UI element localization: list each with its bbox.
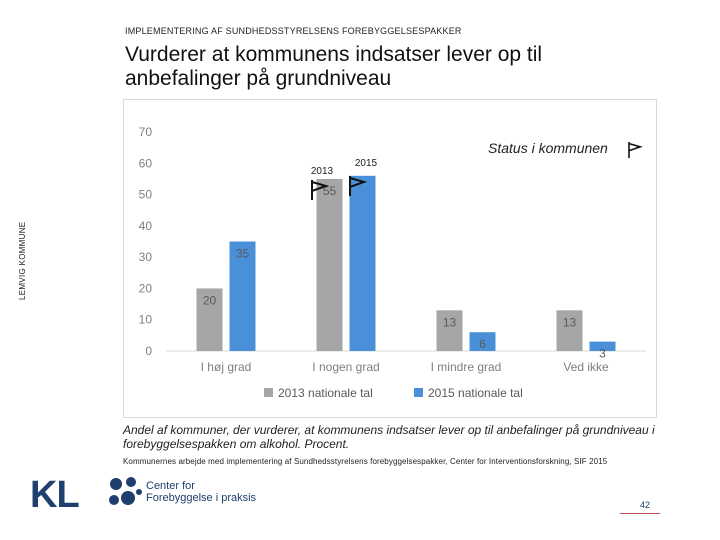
bar-2015	[349, 175, 376, 351]
x-tick-label: I høj grad	[201, 360, 252, 374]
bar-2013	[196, 288, 223, 351]
kl-logo: KL	[30, 474, 80, 516]
cfp-line-2: Forebyggelse i praksis	[146, 492, 257, 504]
bar-chart: 0 10 20 30 40 50 60 70 20 35 I høj grad 55 I nogen g…	[139, 125, 646, 400]
bar-2015	[469, 332, 496, 351]
y-tick-label: 10	[139, 313, 153, 327]
cfp-logo-icon	[109, 477, 142, 505]
y-tick-label: 70	[139, 125, 153, 139]
annotation-2013: 2013	[311, 166, 334, 177]
flag-icon-status	[628, 142, 643, 158]
section-header: IMPLEMENTERING AF SUNDHEDSSTYRELSENS FOR…	[125, 26, 462, 36]
chart-caption: Andel af kommuner, der vurderer, at komm…	[123, 423, 663, 451]
data-label: 20	[203, 293, 217, 307]
y-tick-label: 60	[139, 156, 153, 170]
title-line-1: Vurderer at kommunens indsatser lever op…	[125, 43, 543, 66]
caption-line-1: Andel af kommuner, der vurderer, at komm…	[123, 423, 655, 437]
bar-2013	[316, 178, 343, 351]
bar-2015	[229, 241, 256, 351]
source-note: Kommunernes arbejde med implementering a…	[123, 457, 608, 466]
flag-icon-2013	[311, 180, 330, 200]
x-tick-label: I mindre grad	[431, 360, 502, 374]
data-label: 13	[563, 315, 577, 329]
cfp-line-1: Center for	[146, 480, 195, 492]
flag-icon-2015	[349, 176, 368, 196]
y-tick-label: 30	[139, 250, 153, 264]
municipality-label: LEMVIG KOMMUNE	[18, 221, 27, 300]
caption-line-2: forebyggelsespakken om alkohol. Procent.	[123, 437, 350, 451]
y-tick-label: 40	[139, 219, 153, 233]
y-tick-label: 20	[139, 281, 153, 295]
bar-2015	[589, 341, 616, 351]
data-label: 6	[479, 337, 486, 351]
data-label: 35	[236, 247, 250, 261]
cfp-logo-text: Center for Forebyggelse i praksis	[146, 480, 256, 504]
y-tick-label: 50	[139, 188, 153, 202]
page-number-underline	[620, 513, 660, 514]
x-tick-label: I nogen grad	[312, 360, 379, 374]
status-label: Status i kommunen	[488, 140, 608, 156]
legend-label: 2013 nationale tal	[278, 386, 373, 400]
bar-2013	[436, 310, 463, 351]
chart-container: 0 10 20 30 40 50 60 70 20 35 I høj grad 55 I nogen g…	[123, 99, 657, 418]
data-label: 3	[599, 347, 606, 361]
legend-swatch	[264, 388, 273, 397]
page-number: 42	[640, 500, 651, 510]
data-label: 13	[443, 315, 457, 329]
page-title: Vurderer at kommunens indsatser lever op…	[125, 43, 685, 91]
legend-label: 2015 nationale tal	[428, 386, 523, 400]
y-tick-label: 0	[145, 344, 152, 358]
data-label: 55	[323, 184, 337, 198]
title-line-2: anbefalinger på grundniveau	[125, 67, 392, 90]
legend-swatch	[414, 388, 423, 397]
annotation-2015: 2015	[355, 158, 378, 169]
bar-2013	[556, 310, 583, 351]
x-tick-label: Ved ikke	[563, 360, 609, 374]
